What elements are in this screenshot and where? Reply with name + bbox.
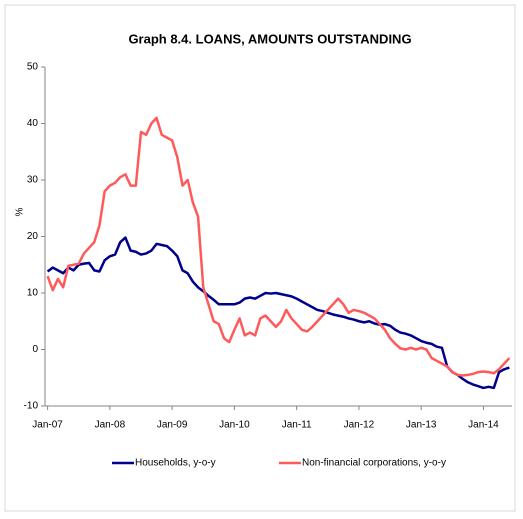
legend-label: Households, y-o-y (135, 458, 216, 469)
chart-border (4, 4, 516, 512)
x-tick-label: Jan-09 (157, 420, 188, 431)
x-tick-label: Jan-12 (344, 420, 375, 431)
y-tick-label: 30 (27, 175, 39, 186)
y-tick-label: 20 (27, 231, 39, 242)
x-tick-label: Jan-14 (468, 420, 499, 431)
y-tick-label: 50 (27, 62, 39, 73)
x-tick-label: Jan-13 (406, 420, 437, 431)
chart-title: Graph 8.4. LOANS, AMOUNTS OUTSTANDING (128, 31, 411, 46)
y-tick-label: 40 (27, 118, 39, 129)
x-tick-label: Jan-08 (95, 420, 126, 431)
series-line (46, 116, 511, 377)
x-tick-label: Jan-07 (32, 420, 63, 431)
x-tick-label: Jan-10 (219, 420, 250, 431)
y-tick-label: 0 (32, 344, 38, 355)
legend-label: Non-financial corporations, y-o-y (302, 458, 446, 469)
y-tick-label: -10 (24, 401, 39, 412)
y-tick-label: 10 (27, 288, 39, 299)
y-axis-label: % (15, 207, 26, 216)
series-line (46, 236, 510, 390)
x-tick-label: Jan-11 (282, 420, 312, 431)
